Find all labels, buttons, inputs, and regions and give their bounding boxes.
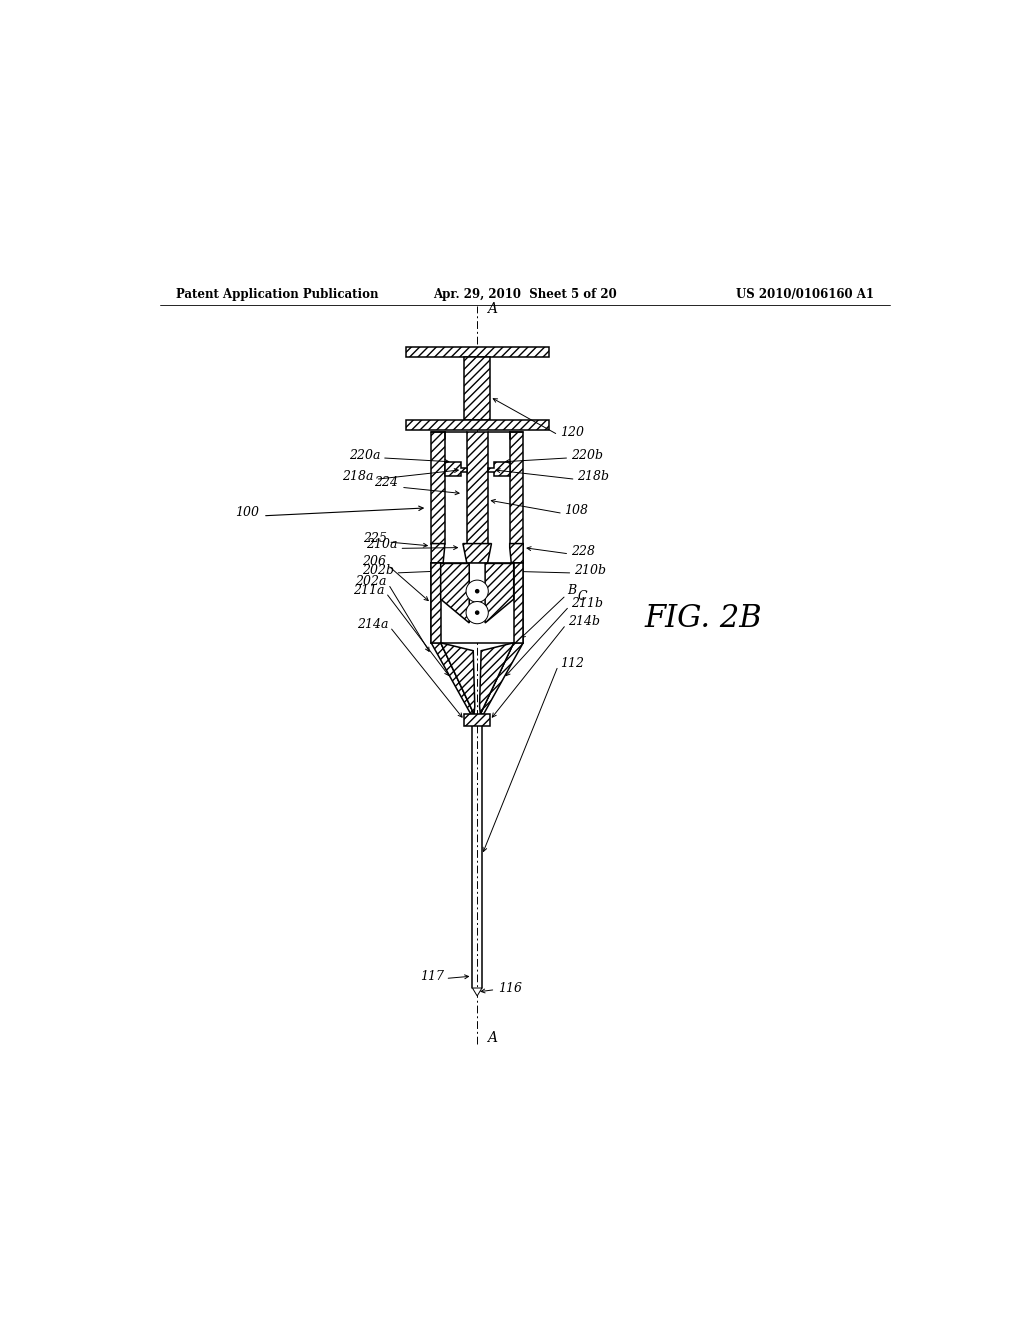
Bar [465,358,489,420]
Text: 214a: 214a [356,618,388,631]
Bar [406,347,549,358]
Text: US 2010/0106160 A1: US 2010/0106160 A1 [736,288,873,301]
Text: Apr. 29, 2010  Sheet 5 of 20: Apr. 29, 2010 Sheet 5 of 20 [433,288,616,301]
Polygon shape [487,462,510,477]
Text: B: B [567,585,575,598]
Text: 120: 120 [560,426,585,440]
Polygon shape [440,564,469,623]
Polygon shape [431,544,444,564]
Circle shape [466,602,488,624]
Text: 211a: 211a [353,583,384,597]
Text: 108: 108 [564,504,589,517]
Bar [510,433,523,544]
Polygon shape [431,643,474,714]
Text: A: A [486,1031,497,1045]
Polygon shape [472,987,482,997]
Text: 220a: 220a [349,449,380,462]
Bar [465,714,489,726]
Circle shape [475,590,479,593]
Bar [431,564,440,643]
Bar [465,358,489,420]
Text: 117: 117 [420,970,443,983]
Bar [406,420,549,430]
Text: Patent Application Publication: Patent Application Publication [176,288,378,301]
Polygon shape [479,643,514,714]
Text: 228: 228 [570,545,595,558]
Bar [406,420,549,430]
Bar [465,714,489,726]
Text: 224: 224 [374,475,397,488]
Text: A: A [486,302,497,317]
Text: 100: 100 [234,506,259,519]
Bar [514,564,523,643]
Text: 210a: 210a [367,539,397,552]
Bar [467,433,487,544]
Text: C: C [578,590,587,603]
Bar [406,347,549,358]
Polygon shape [440,643,475,714]
Text: 210b: 210b [574,564,606,577]
Text: 220b: 220b [570,449,603,462]
Bar [467,433,487,544]
Bar [431,433,444,544]
Text: 202b: 202b [361,564,394,577]
Bar [514,564,523,643]
Bar [431,433,444,544]
Text: 214b: 214b [567,615,600,628]
Text: 112: 112 [560,656,584,669]
Bar [431,564,440,643]
Bar [510,433,523,544]
Circle shape [475,611,479,614]
Polygon shape [510,544,523,564]
Polygon shape [485,564,514,623]
Text: 206: 206 [361,554,386,568]
Text: FIG. 2B: FIG. 2B [644,603,762,635]
Text: 218b: 218b [578,470,609,483]
Polygon shape [480,643,523,714]
Text: 211b: 211b [570,597,603,610]
Text: 116: 116 [498,982,522,995]
Text: 202a: 202a [355,574,387,587]
Polygon shape [444,462,467,477]
Polygon shape [463,544,492,564]
Circle shape [466,579,488,602]
Text: 225: 225 [362,532,387,545]
Text: 218a: 218a [342,470,374,483]
Bar [431,564,523,643]
